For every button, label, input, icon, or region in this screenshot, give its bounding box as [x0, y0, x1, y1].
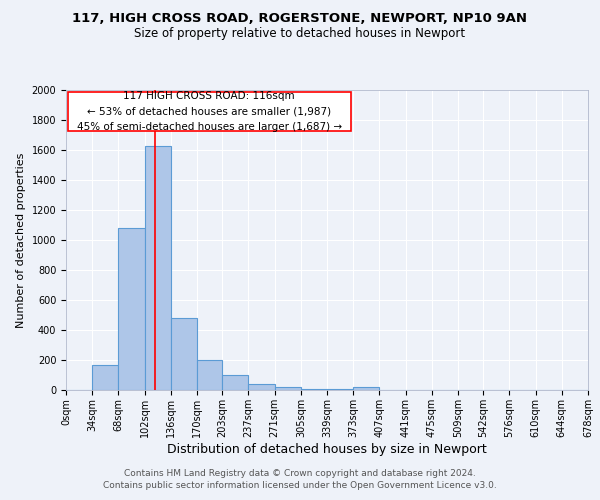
X-axis label: Distribution of detached houses by size in Newport: Distribution of detached houses by size … [167, 442, 487, 456]
Bar [222, 375, 248, 390]
Bar [118, 228, 145, 390]
Y-axis label: Number of detached properties: Number of detached properties [16, 152, 26, 328]
Bar [327, 389, 353, 390]
Text: Contains public sector information licensed under the Open Government Licence v3: Contains public sector information licen… [103, 481, 497, 490]
Text: Contains HM Land Registry data © Crown copyright and database right 2024.: Contains HM Land Registry data © Crown c… [124, 468, 476, 477]
Text: 117 HIGH CROSS ROAD: 116sqm
← 53% of detached houses are smaller (1,987)
45% of : 117 HIGH CROSS ROAD: 116sqm ← 53% of det… [77, 91, 342, 132]
Text: Size of property relative to detached houses in Newport: Size of property relative to detached ho… [134, 28, 466, 40]
FancyBboxPatch shape [68, 92, 351, 130]
Bar [145, 146, 171, 390]
Bar [248, 384, 275, 390]
Bar [171, 318, 197, 390]
Bar [301, 389, 327, 390]
Bar [197, 360, 222, 390]
Text: 117, HIGH CROSS ROAD, ROGERSTONE, NEWPORT, NP10 9AN: 117, HIGH CROSS ROAD, ROGERSTONE, NEWPOR… [73, 12, 527, 26]
Bar [275, 387, 301, 390]
Bar [92, 364, 118, 390]
Bar [353, 387, 379, 390]
